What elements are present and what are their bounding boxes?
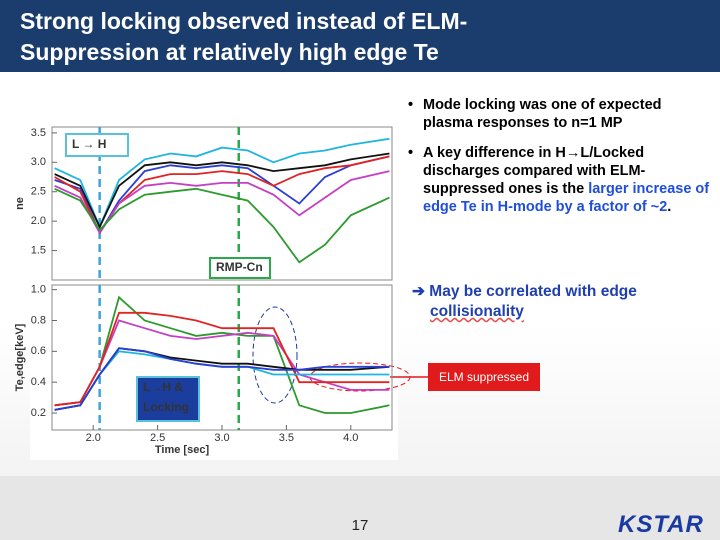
bullet: A key difference in H→L/Locked discharge…	[406, 144, 711, 216]
x-tick-label: 4.0	[343, 432, 358, 444]
annotation-box	[136, 376, 200, 422]
y-tick-label: 1.5	[31, 244, 46, 256]
annotation-box	[65, 133, 129, 157]
y-tick-label: 3.0	[31, 156, 46, 168]
annotation: RMP-Cn	[216, 260, 263, 274]
bullet-text: .	[667, 199, 672, 215]
annotation: L → H	[72, 137, 106, 151]
annotation: Locking	[143, 400, 189, 414]
y-tick-label: 1.0	[31, 284, 46, 296]
y-tick-label: 0.2	[31, 407, 46, 419]
y-tick-label: 0.8	[31, 314, 46, 326]
series-line	[54, 311, 390, 407]
page-number: 17	[351, 517, 369, 534]
x-tick-label: 2.0	[86, 432, 101, 444]
conclusion: ➔ May be correlated with edge collisiona…	[412, 282, 637, 322]
y-axis-label: Te,edge[keV]	[14, 323, 26, 391]
title-bar: Strong locking observed instead of ELM- …	[0, 0, 720, 72]
bullet-text: Mode locking was one of expected plasma …	[423, 97, 662, 131]
series-line	[54, 347, 390, 411]
y-tick-label: 3.5	[31, 127, 46, 139]
plot-frame	[51, 126, 393, 281]
bullet-text: A key difference in H→L/Locked discharge…	[423, 145, 646, 197]
title-line: Strong locking observed instead of ELM-	[20, 8, 468, 34]
conclusion-line: collisionality	[430, 303, 524, 320]
footer	[0, 476, 720, 540]
y-tick-label: 0.6	[31, 345, 46, 357]
bullet: Mode locking was one of expected plasma …	[406, 96, 711, 132]
x-tick-label: 3.5	[279, 432, 294, 444]
y-axis-label: ne	[14, 197, 26, 210]
annotation: L→H &	[143, 380, 183, 394]
conclusion-line: ➔ May be correlated with edge	[412, 283, 637, 300]
series-line	[54, 187, 390, 264]
x-tick-label: 2.5	[150, 432, 165, 444]
chart-background	[30, 120, 398, 460]
annotation-box	[209, 257, 271, 279]
x-axis-label: Time [sec]	[155, 444, 210, 456]
y-tick-label: 2.0	[31, 215, 46, 227]
bullet-text: larger increase of edge Te in H-mode by …	[423, 181, 710, 215]
y-tick-label: 0.4	[31, 376, 46, 388]
title-line: Suppression at relatively high edge Te	[20, 39, 439, 65]
series-line	[54, 152, 390, 230]
y-tick-label: 2.5	[31, 186, 46, 198]
logo: KSTAR	[618, 511, 704, 538]
series-line	[54, 170, 390, 235]
x-tick-label: 3.0	[214, 432, 229, 444]
bullets: Mode locking was one of expected plasma …	[406, 96, 711, 228]
callout: ELM suppressed	[428, 363, 540, 391]
highlight-ellipse	[252, 306, 298, 404]
